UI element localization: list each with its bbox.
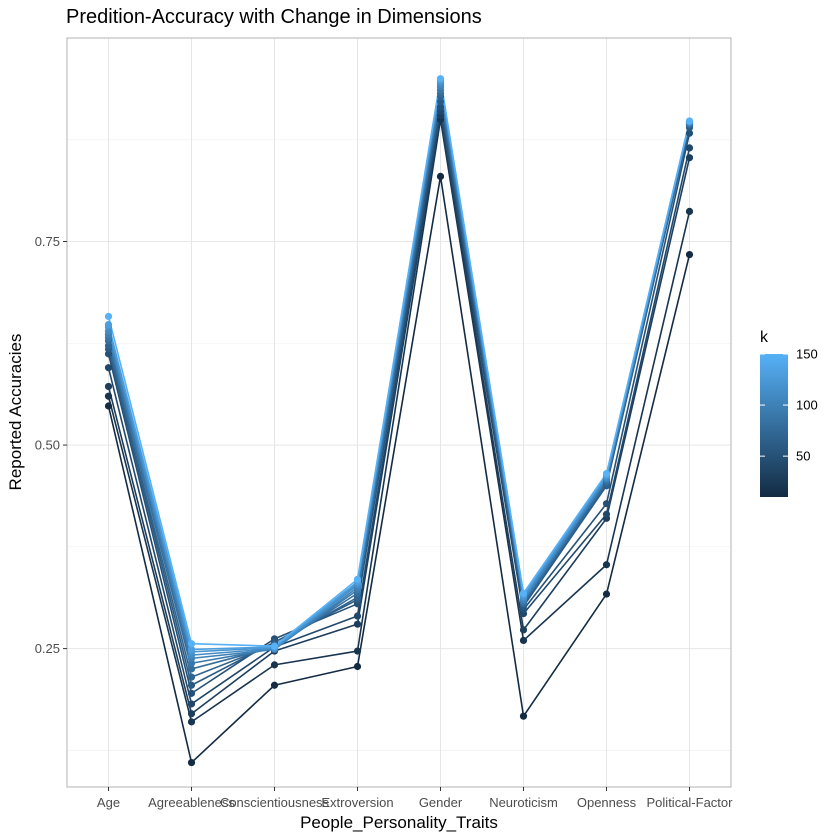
- data-point: [353, 575, 362, 583]
- data-point: [353, 662, 362, 671]
- data-point: [602, 510, 611, 518]
- legend-title: k: [760, 329, 769, 346]
- x-tick-label: Extroversion: [321, 795, 393, 810]
- x-tick-label: Agreeableness: [148, 795, 235, 810]
- series-line: [107, 175, 691, 764]
- x-axis-title: People_Personality_Traits: [300, 813, 498, 832]
- data-point: [685, 250, 694, 259]
- legend-colorbar: [760, 354, 788, 497]
- series-k-30: [107, 114, 691, 715]
- data-point: [187, 689, 196, 697]
- series-k-50: [107, 106, 691, 695]
- data-point: [602, 469, 611, 478]
- data-point: [436, 103, 445, 111]
- data-point: [685, 207, 694, 216]
- y-tick-label: 0.25: [35, 641, 60, 656]
- data-point: [104, 392, 113, 400]
- data-point: [104, 312, 113, 321]
- series-k-150: [107, 77, 691, 647]
- data-point: [685, 154, 694, 162]
- series-line: [107, 77, 691, 647]
- data-point: [187, 718, 196, 726]
- data-point: [519, 589, 528, 597]
- x-tick-label: Political-Factor: [647, 795, 734, 810]
- legend-tick-label: 100: [796, 398, 818, 413]
- series-k-40: [107, 110, 691, 705]
- data-point: [270, 681, 279, 689]
- x-tick-label: Openness: [577, 795, 637, 810]
- series-k-10: [107, 175, 691, 764]
- data-point: [270, 642, 279, 650]
- series-k-20: [107, 118, 691, 723]
- x-tick-label: Age: [97, 795, 120, 810]
- data-point: [187, 640, 196, 648]
- panel-border: [66, 37, 732, 788]
- data-point: [187, 673, 196, 681]
- chart-title: Predition-Accuracy with Change in Dimens…: [66, 6, 482, 28]
- series-line: [107, 114, 691, 715]
- data-point: [353, 612, 362, 620]
- x-tick-label: Conscientiousness: [220, 795, 330, 810]
- data-point: [436, 75, 445, 83]
- data-point: [187, 645, 196, 654]
- data-point: [353, 620, 362, 628]
- data-point: [104, 364, 113, 372]
- data-point: [104, 320, 113, 329]
- x-axis: Age AgreeablenessConscientiousnessExtrove…: [97, 787, 733, 810]
- data-point: [187, 665, 196, 673]
- data-point: [187, 700, 196, 708]
- data-point: [602, 561, 611, 569]
- data-point: [685, 144, 694, 152]
- data-point: [519, 626, 528, 634]
- data-point: [685, 129, 694, 137]
- data-point: [436, 172, 445, 181]
- x-tick-label: Gender: [419, 795, 463, 810]
- data-point: [187, 681, 196, 689]
- data-point: [270, 661, 279, 669]
- series-points-k-10: [104, 172, 694, 767]
- series-lines: [107, 77, 691, 764]
- data-point: [187, 710, 196, 718]
- series-points: [104, 75, 694, 767]
- x-tick-label: Neuroticism: [489, 795, 558, 810]
- series-line: [107, 118, 691, 723]
- legend-ticks: 50 100 150: [760, 347, 818, 464]
- data-point: [519, 636, 528, 645]
- legend-tick-label: 150: [796, 347, 818, 362]
- legend: k 50 100 150: [760, 329, 818, 497]
- y-tick-label: 0.50: [35, 438, 60, 453]
- series-line: [107, 110, 691, 705]
- data-point: [602, 590, 611, 598]
- data-point: [353, 647, 362, 655]
- series-points-k-20: [104, 115, 694, 726]
- data-point: [685, 117, 694, 125]
- legend-tick-label: 50: [796, 449, 810, 464]
- series-points-k-150: [104, 75, 694, 650]
- data-point: [104, 382, 113, 391]
- data-point: [104, 402, 113, 410]
- data-point: [187, 758, 196, 767]
- y-tick-label: 0.75: [35, 234, 60, 249]
- data-point: [519, 712, 528, 720]
- y-axis-title: Reported Accuracies: [6, 334, 25, 491]
- data-point: [602, 500, 611, 508]
- series-line: [107, 106, 691, 695]
- y-axis: 0.25 0.50 0.75: [35, 234, 67, 656]
